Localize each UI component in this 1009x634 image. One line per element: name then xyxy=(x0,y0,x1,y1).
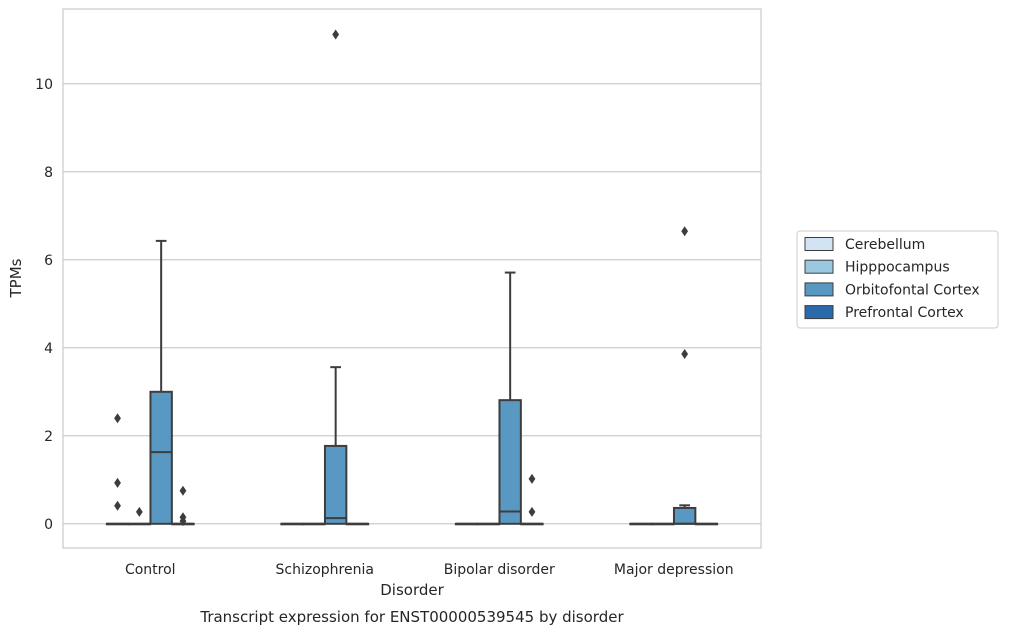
box-hipppocampus-2 xyxy=(476,522,501,526)
outlier-point xyxy=(179,485,187,496)
outlier-point xyxy=(681,348,689,359)
box-prefrontal-cortex-3 xyxy=(694,522,719,526)
outlier-point xyxy=(681,226,689,237)
legend-swatch xyxy=(804,305,834,320)
legend-swatch xyxy=(804,282,834,297)
outlier-point xyxy=(135,506,143,517)
box-cerebellum-2 xyxy=(454,522,479,526)
plot-frame xyxy=(62,8,762,549)
legend-label: Cerebellum xyxy=(845,237,925,253)
outlier-point xyxy=(528,473,536,484)
y-tick-label: 10 xyxy=(35,77,53,93)
plot-area xyxy=(63,9,761,548)
box-hipppocampus-3 xyxy=(651,522,675,526)
box-body xyxy=(323,444,348,525)
x-tick-labels: Control Schizophrenia Bipolar disorder Majo… xyxy=(125,562,734,578)
y-tick-label: 2 xyxy=(44,429,53,445)
box-orbitofontal-cortex-3 xyxy=(672,226,697,525)
box-hipppocampus-1 xyxy=(302,522,326,526)
outlier-point xyxy=(332,29,340,40)
x-tick-label: Control xyxy=(125,562,176,578)
legend-swatch xyxy=(804,259,834,274)
legend-label: Orbitofontal Cortex xyxy=(845,282,980,298)
y-axis-label: TPMs xyxy=(7,258,25,298)
box-body xyxy=(672,506,697,525)
legend-label: Hipppocampus xyxy=(845,260,950,276)
legend-swatch xyxy=(804,237,834,251)
x-tick-label: Major depression xyxy=(614,562,734,578)
box-cerebellum-3 xyxy=(629,522,653,526)
outlier-point xyxy=(528,506,536,517)
box-orbitofontal-cortex-0 xyxy=(149,239,173,525)
x-tick-label: Bipolar disorder xyxy=(444,562,555,578)
legend-frame xyxy=(796,230,999,329)
y-tick-label: 0 xyxy=(44,517,53,533)
box-prefrontal-cortex-1 xyxy=(345,522,370,526)
box-series xyxy=(105,29,719,527)
y-tick-label: 8 xyxy=(44,165,53,181)
outlier-point xyxy=(114,500,121,511)
y-tick-label: 4 xyxy=(44,341,53,357)
box-cerebellum-1 xyxy=(280,522,304,526)
box-body xyxy=(498,399,522,525)
outlier-point xyxy=(114,413,121,424)
box-prefrontal-cortex-0 xyxy=(171,485,195,527)
outlier-point xyxy=(114,477,121,488)
box-prefrontal-cortex-2 xyxy=(520,473,544,526)
box-orbitofontal-cortex-1 xyxy=(323,29,348,525)
x-tick-label: Schizophrenia xyxy=(276,562,374,578)
legend: Cerebellum Hipppocampus Orbitofontal Corte… xyxy=(796,230,999,329)
box-body xyxy=(149,390,173,525)
x-axis-label: Disorder xyxy=(380,581,444,599)
chart-title: Transcript expression for ENST0000053954… xyxy=(199,608,624,626)
outlier-point xyxy=(179,516,187,527)
box-orbitofontal-cortex-2 xyxy=(498,271,522,525)
y-tick-label: 6 xyxy=(44,253,53,269)
legend-label: Prefrontal Cortex xyxy=(845,305,964,321)
y-tick-labels: 0 2 4 6 8 10 xyxy=(35,77,53,533)
